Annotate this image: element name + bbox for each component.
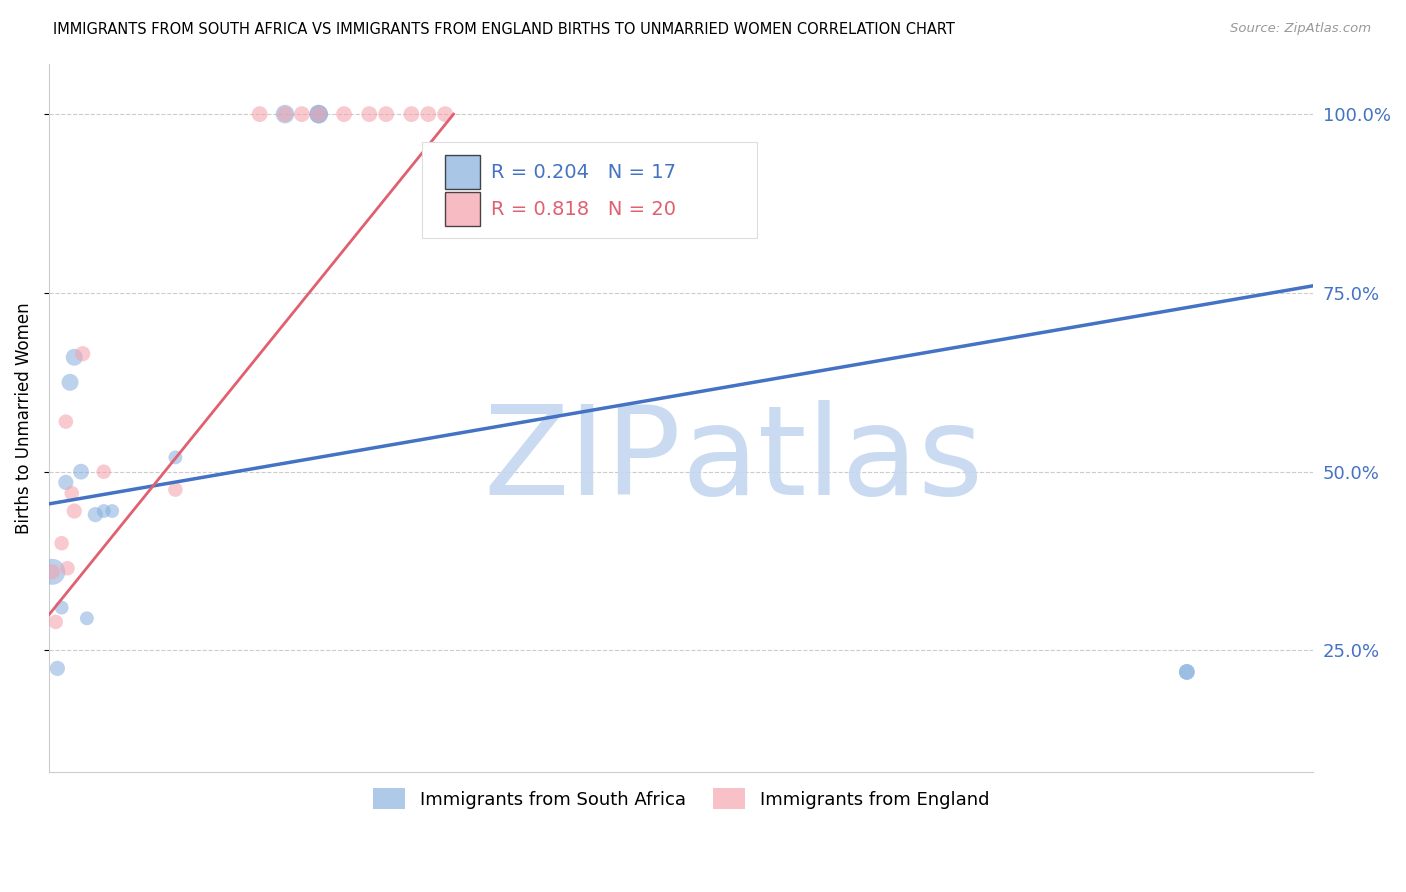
Text: IMMIGRANTS FROM SOUTH AFRICA VS IMMIGRANTS FROM ENGLAND BIRTHS TO UNMARRIED WOME: IMMIGRANTS FROM SOUTH AFRICA VS IMMIGRAN… xyxy=(53,22,955,37)
Point xyxy=(51,600,73,615)
Point xyxy=(165,483,187,497)
Point xyxy=(76,611,98,625)
Point xyxy=(55,475,77,490)
Point xyxy=(1175,665,1198,679)
Point xyxy=(101,504,124,518)
Point xyxy=(308,107,330,121)
FancyBboxPatch shape xyxy=(444,192,479,227)
Point xyxy=(45,615,67,629)
Point xyxy=(308,107,330,121)
Point xyxy=(274,107,297,121)
Point xyxy=(333,107,356,121)
Point xyxy=(291,107,314,121)
Y-axis label: Births to Unmarried Women: Births to Unmarried Women xyxy=(15,302,32,534)
Text: Source: ZipAtlas.com: Source: ZipAtlas.com xyxy=(1230,22,1371,36)
Point xyxy=(46,661,69,675)
Point xyxy=(249,107,271,121)
Point xyxy=(55,415,77,429)
Point xyxy=(72,347,94,361)
Point xyxy=(84,508,107,522)
Point xyxy=(375,107,398,121)
Point xyxy=(359,107,381,121)
Point xyxy=(434,107,457,121)
FancyBboxPatch shape xyxy=(422,142,756,237)
Point xyxy=(274,107,297,121)
FancyBboxPatch shape xyxy=(444,155,479,189)
Point xyxy=(63,351,86,365)
Text: atlas: atlas xyxy=(681,400,983,521)
Point xyxy=(1175,665,1198,679)
Point xyxy=(401,107,423,121)
Point xyxy=(51,536,73,550)
Point xyxy=(308,107,330,121)
Point xyxy=(70,465,93,479)
Point xyxy=(56,561,79,575)
Legend: Immigrants from South Africa, Immigrants from England: Immigrants from South Africa, Immigrants… xyxy=(366,780,997,816)
Text: ZIP: ZIP xyxy=(484,400,681,521)
Point xyxy=(63,504,86,518)
Point xyxy=(41,565,63,579)
Point xyxy=(60,486,83,500)
Point xyxy=(41,565,63,579)
Text: R = 0.818   N = 20: R = 0.818 N = 20 xyxy=(492,200,676,219)
Text: R = 0.204   N = 17: R = 0.204 N = 17 xyxy=(492,163,676,182)
Point xyxy=(59,376,82,390)
Point xyxy=(93,465,115,479)
Point xyxy=(418,107,440,121)
Point xyxy=(165,450,187,465)
Point xyxy=(93,504,115,518)
